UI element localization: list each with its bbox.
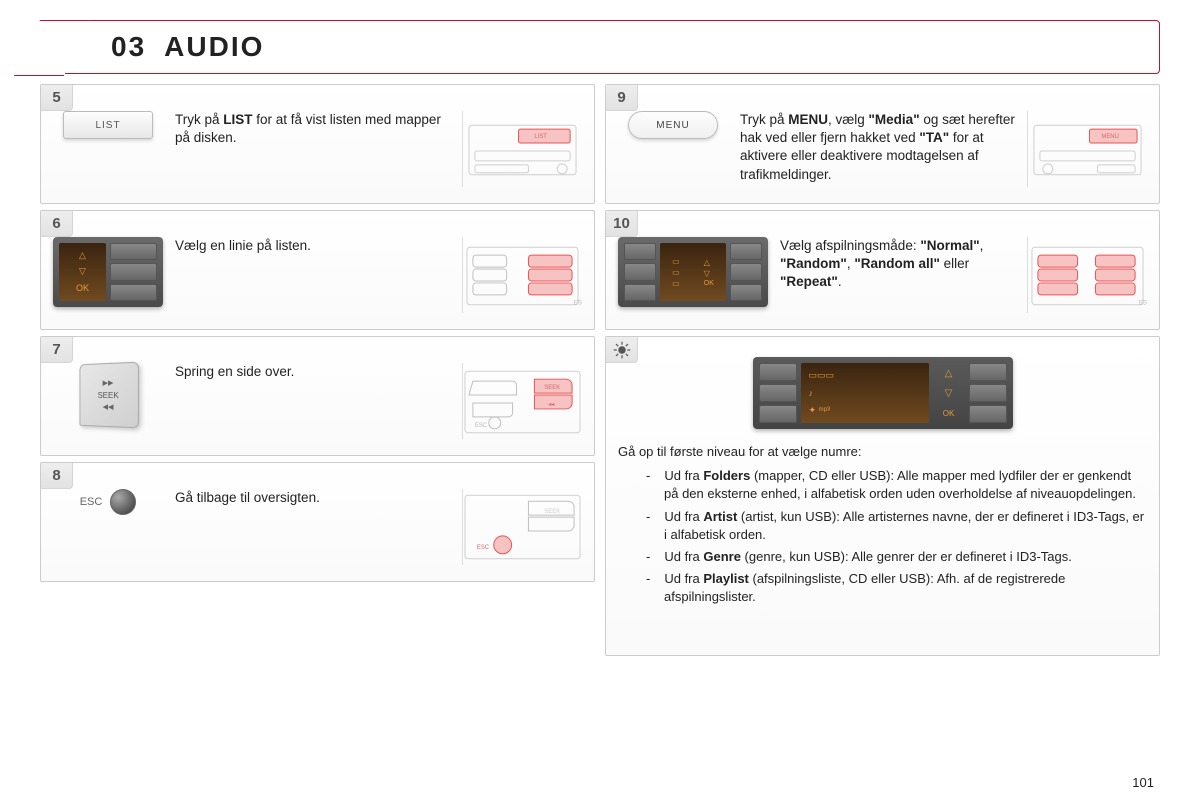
tip-list: Ud fra Folders (mapper, CD eller USB): A… [618,467,1147,606]
step-5-cell: 5 LIST Tryk på LIST for at få vist liste… [40,84,595,204]
list-item: Ud fra Folders (mapper, CD eller USB): A… [646,467,1147,503]
step-text: Tryk på LIST for at få vist listen med m… [175,111,450,147]
right-column: 9 MENU Tryk på MENU, vælg "Media" og sæt… [605,84,1160,656]
step-number: 6 [41,211,73,237]
list-item: Ud fra Artist (artist, kun USB): Alle ar… [646,508,1147,544]
step-6-cell: 6 △▽OK Vælg en linie på listen. [40,210,595,330]
list-item: Ud fra Playlist (afspilningsliste, CD el… [646,570,1147,606]
text-part: , [980,238,984,253]
text-part: Vælg afspilningsmåde: [780,238,920,253]
page-number: 101 [1132,775,1154,790]
location-diagram: MENU [1027,111,1147,187]
button-illustration: ▭▭▭ △▽OK [618,237,768,307]
step-10-cell: 10 ▭▭▭ △▽OK [605,210,1160,330]
text-bold: "Random" [780,256,847,271]
text-bold: MENU [788,112,828,127]
text-bold: LIST [223,112,252,127]
tip-text: Gå op til første niveau for at vælge num… [618,443,1147,607]
text-bold: "Media" [869,112,920,127]
button-illustration: MENU [618,111,728,139]
svg-text:ES: ES [1139,301,1147,307]
step-number: 10 [606,211,638,237]
section-title-text: AUDIO [164,31,264,62]
text-bold: "Random all" [854,256,940,271]
svg-text:MENU: MENU [1101,134,1118,140]
tip-cell: ▭▭▭ ♪ ✦ ᵐᵖ³ △▽OK Gå op til første niveau… [605,336,1160,656]
location-diagram: ES [1027,237,1147,313]
step-8-cell: 8 ESC Gå tilbage til oversigten. SEEK [40,462,595,582]
svg-text:◂◂: ◂◂ [548,402,554,408]
text-bold: "Repeat" [780,274,838,289]
esc-knob-icon: ESC [80,489,137,515]
content-columns: 5 LIST Tryk på LIST for at få vist liste… [40,84,1160,656]
location-diagram: SEEK ◂◂ ESC [462,363,582,439]
step-number: 5 [41,85,73,111]
step-number: 8 [41,463,73,489]
svg-text:SEEK: SEEK [544,385,560,391]
seek-label: SEEK [98,390,119,399]
svg-text:ESC: ESC [475,423,488,429]
section-title: 03 AUDIO [111,31,1129,63]
svg-text:SEEK: SEEK [544,509,560,515]
step-text: Gå tilbage til oversigten. [175,489,450,507]
list-item: Ud fra Genre (genre, kun USB): Alle genr… [646,548,1147,566]
step-text: Vælg afspilningsmåde: "Normal", "Random"… [780,237,1015,292]
text-part: , vælg [828,112,869,127]
text-bold: "Normal" [920,238,979,253]
tip-icon [606,337,638,363]
list-button: LIST [63,111,153,139]
button-illustration: △▽OK [53,237,163,307]
text-bold: "TA" [919,130,949,145]
section-number: 03 [111,31,146,62]
svg-text:ES: ES [574,301,582,307]
menu-button: MENU [628,111,718,139]
location-diagram: LIST [462,111,582,187]
svg-text:LIST: LIST [534,134,547,140]
step-9-cell: 9 MENU Tryk på MENU, vælg "Media" og sæt… [605,84,1160,204]
nav-cluster-icon: △▽OK [53,237,163,307]
tip-lead: Gå op til første niveau for at vælge num… [618,443,1147,461]
step-7-cell: 7 ▸▸ SEEK ◂◂ Spring en side over. [40,336,595,456]
location-diagram: ES [462,237,582,313]
seek-button-icon: ▸▸ SEEK ◂◂ [79,362,139,429]
text-part: . [838,274,842,289]
text-part: eller [940,256,969,271]
step-number: 7 [41,337,73,363]
left-column: 5 LIST Tryk på LIST for at få vist liste… [40,84,595,656]
nav-cluster-wide-icon: ▭▭▭ △▽OK [618,237,768,307]
text-part: Tryk på [740,112,788,127]
section-header: 03 AUDIO [40,20,1160,74]
button-illustration: ▸▸ SEEK ◂◂ [53,363,163,427]
button-illustration: ESC [53,489,163,515]
step-text: Tryk på MENU, vælg "Media" og sæt hereft… [740,111,1015,184]
step-number: 9 [606,85,638,111]
step-text: Spring en side over. [175,363,450,381]
radio-display-icon: ▭▭▭ ♪ ✦ ᵐᵖ³ △▽OK [753,357,1013,429]
text-part: Tryk på [175,112,223,127]
step-text: Vælg en linie på listen. [175,237,450,255]
button-illustration: LIST [53,111,163,139]
location-diagram: SEEK ESC [462,489,582,565]
svg-text:ESC: ESC [477,545,490,551]
esc-label: ESC [80,496,103,508]
